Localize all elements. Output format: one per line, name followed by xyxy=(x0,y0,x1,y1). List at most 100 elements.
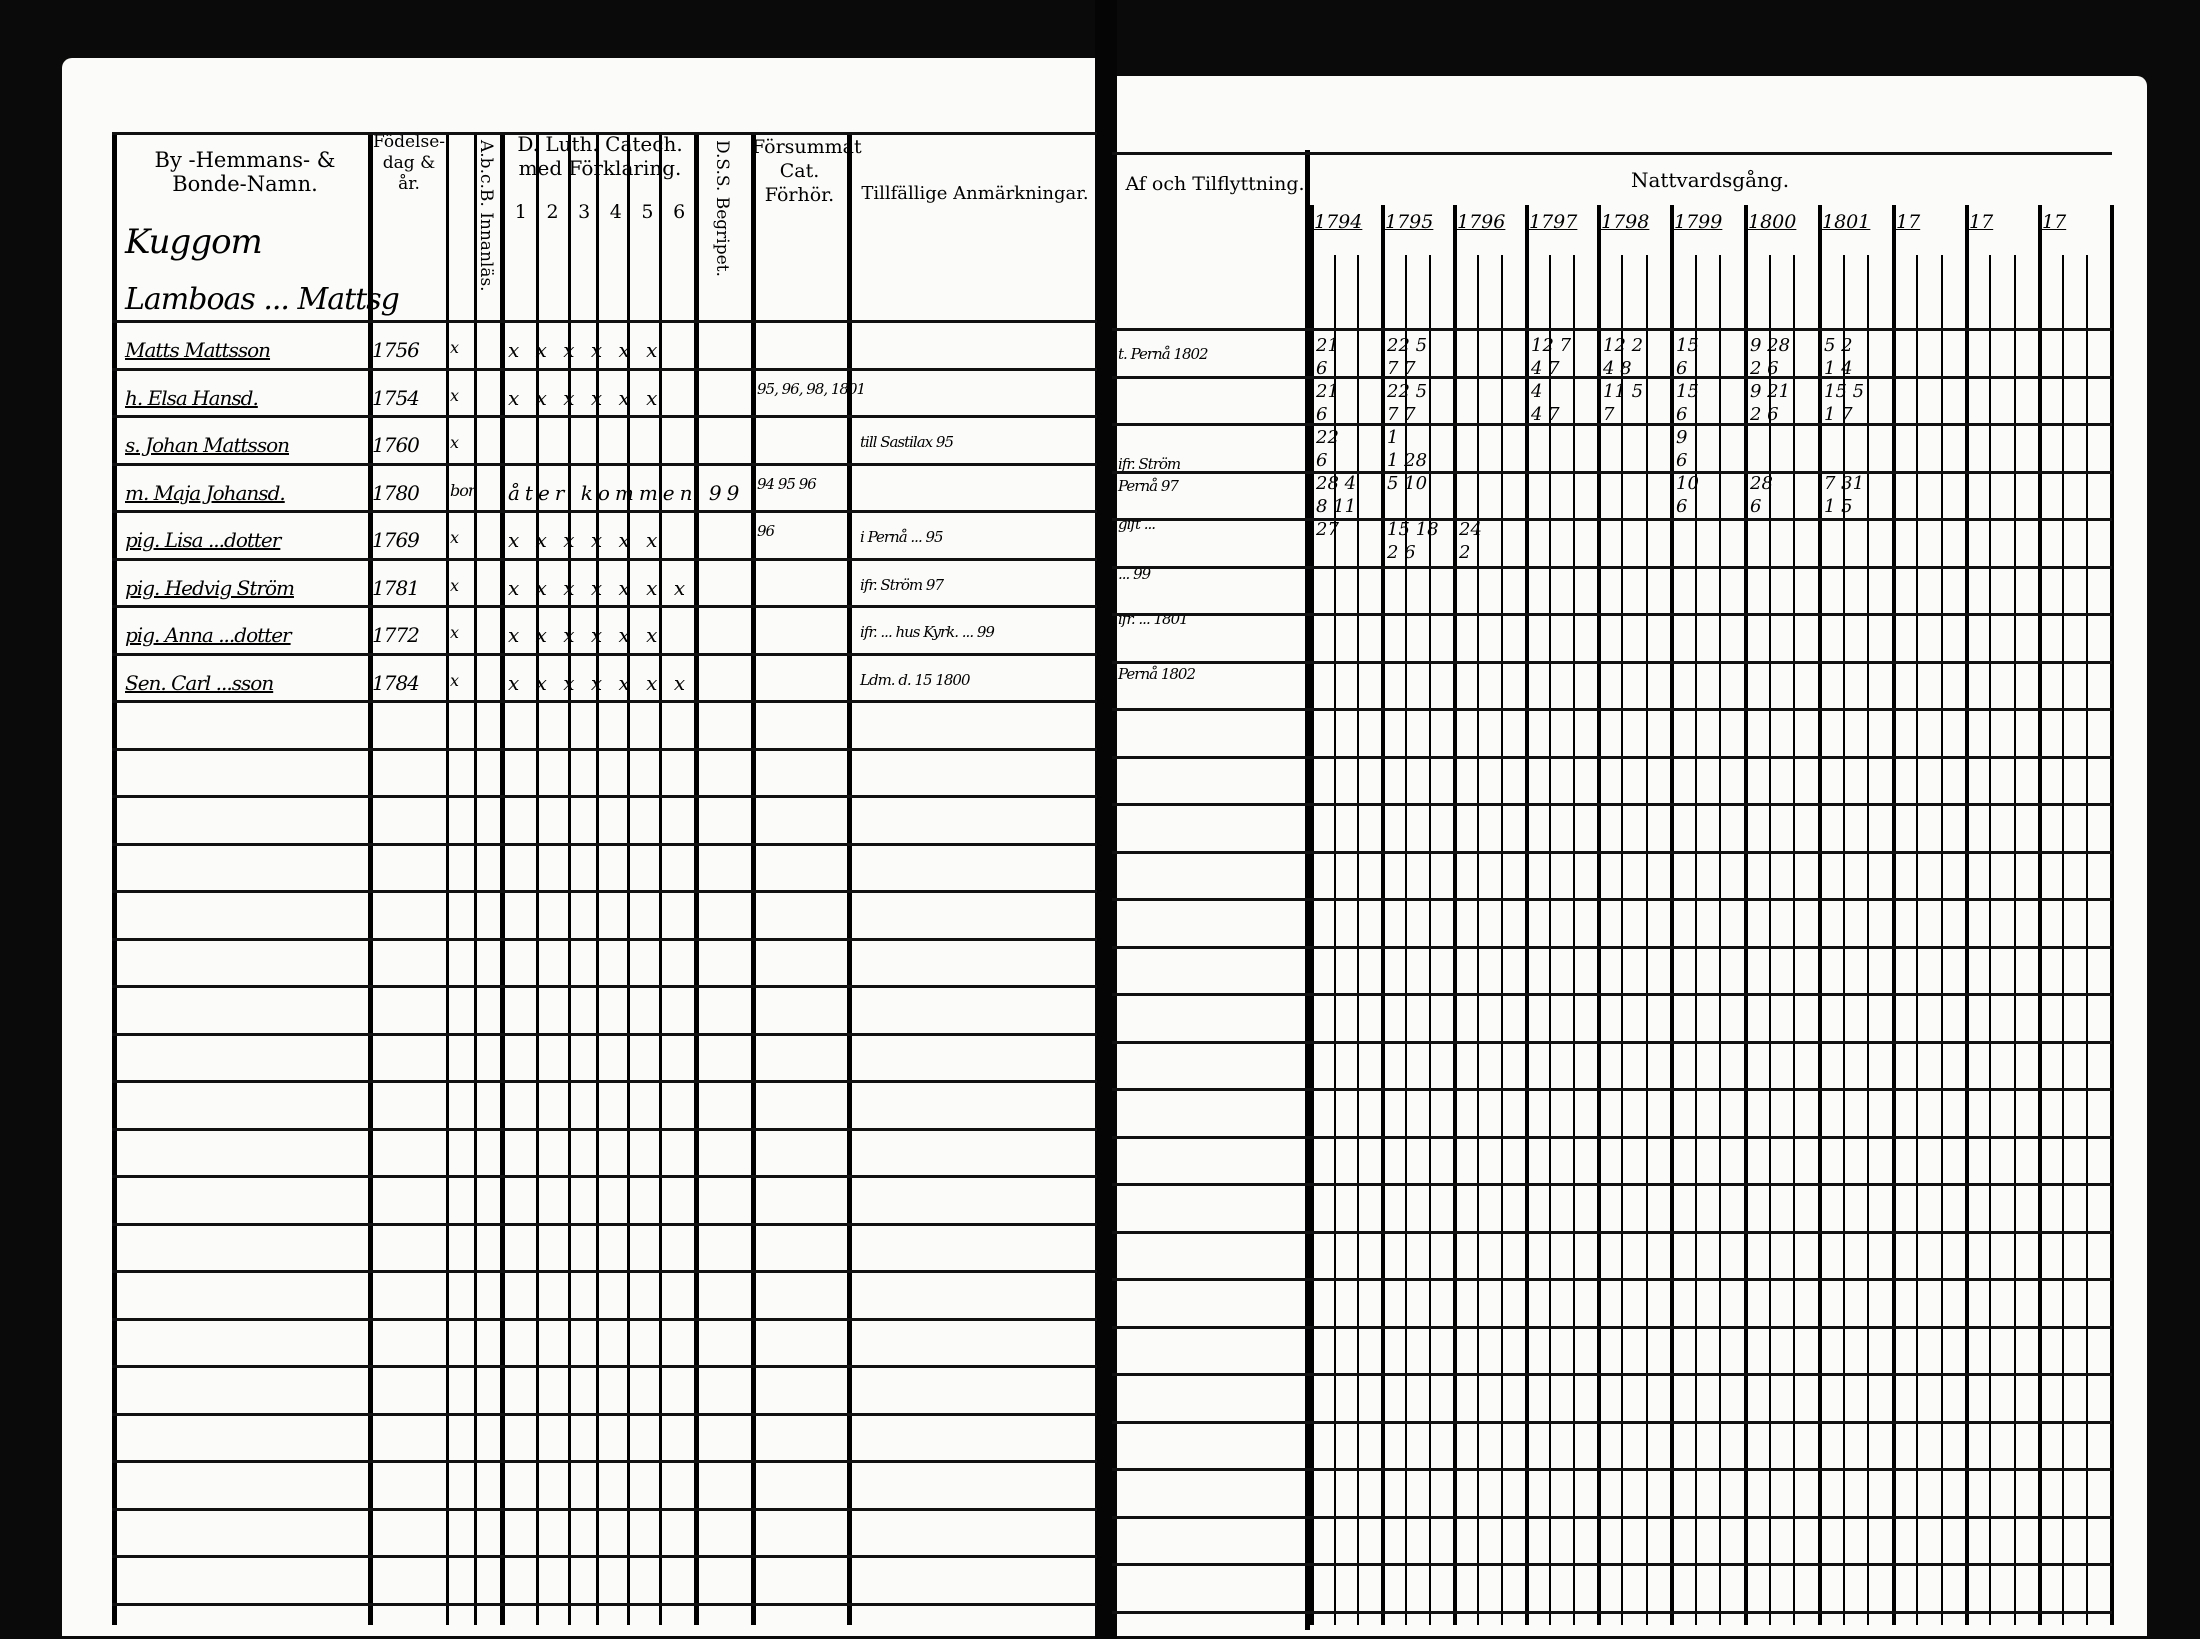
catechism-parts: 1 2 3 4 5 6 xyxy=(505,200,695,224)
horizontal-rule xyxy=(1112,1420,2112,1424)
vertical-rule xyxy=(1916,255,1919,1625)
year-header: 17 xyxy=(1896,211,1921,233)
vertical-rule xyxy=(1965,205,1969,1625)
communion-mark: 2 6 xyxy=(1750,404,1779,425)
horizontal-rule xyxy=(1112,1468,2112,1471)
horizontal-rule xyxy=(1112,565,2112,569)
communion-mark: 8 11 xyxy=(1316,496,1357,517)
horizontal-rule xyxy=(112,1317,1097,1321)
vertical-rule xyxy=(500,135,505,1625)
header-abc: A.b.c.B. Innanläs. xyxy=(476,140,496,292)
vertical-rule xyxy=(1867,255,1870,1625)
vertical-rule xyxy=(1501,255,1503,1625)
vertical-rule xyxy=(1818,205,1822,1625)
year-header: 1801 xyxy=(1822,211,1871,233)
horizontal-rule xyxy=(1112,1563,2112,1566)
entry-born: 1780 xyxy=(372,480,420,505)
entry-born: 1769 xyxy=(372,528,420,552)
horizontal-rule xyxy=(112,1555,1097,1558)
communion-mark: 2 6 xyxy=(1387,542,1416,563)
horizontal-rule xyxy=(112,1270,1097,1273)
vertical-rule xyxy=(1597,205,1601,1625)
part-1: 1 xyxy=(514,201,527,223)
entry-born: 1760 xyxy=(372,433,420,457)
entry-catechism: åter kommen 99 xyxy=(508,480,745,505)
communion-mark: 4 7 xyxy=(1531,404,1560,425)
vertical-rule xyxy=(474,135,477,1625)
year-header: 1800 xyxy=(1748,211,1797,233)
vertical-rule xyxy=(1333,255,1336,1625)
year-header: 1797 xyxy=(1529,211,1578,233)
header-birth: Födelse- dag & år. xyxy=(372,132,445,194)
horizontal-rule xyxy=(1112,423,2112,426)
communion-mark: 28 4 xyxy=(1316,473,1357,494)
vertical-rule xyxy=(2086,255,2088,1625)
entry-missed: 95, 96, 98, 1801 xyxy=(757,379,866,398)
communion-mark: 4 xyxy=(1531,381,1543,402)
vertical-rule xyxy=(1694,255,1697,1625)
horizontal-rule xyxy=(112,462,1097,466)
communion-mark: 5 2 xyxy=(1824,335,1853,356)
horizontal-rule xyxy=(112,1222,1097,1226)
entry-name: Sen. Carl ...sson xyxy=(125,670,274,695)
vertical-rule xyxy=(1429,255,1431,1625)
vertical-rule xyxy=(1525,205,1529,1625)
entry-catechism: x x x x x x xyxy=(508,528,663,552)
vertical-rule xyxy=(596,135,599,1625)
vertical-rule xyxy=(751,135,756,1625)
vertical-rule xyxy=(1621,255,1624,1625)
entry-abc: x xyxy=(450,338,459,357)
vertical-rule xyxy=(2038,205,2042,1625)
entry-name: m. Maja Johansd. xyxy=(125,480,286,505)
communion-mark: 6 xyxy=(1676,404,1688,425)
communion-mark: 15 xyxy=(1676,381,1699,402)
vertical-rule xyxy=(368,135,373,1625)
entry-remark: ifr. Ström 97 xyxy=(860,575,944,594)
vertical-rule xyxy=(2062,255,2064,1625)
year-header: 17 xyxy=(2042,211,2067,233)
entry-remark: i Pernå ... 95 xyxy=(860,528,944,546)
entry-name: Matts Mattsson xyxy=(125,338,271,362)
horizontal-rule xyxy=(1112,1325,2112,1329)
header-communion: Nattvardsgång. xyxy=(1630,168,1790,192)
horizontal-rule xyxy=(112,1365,1097,1368)
entry-abc: bor xyxy=(450,480,476,500)
header-remarks: Tillfällige Anmärkningar. xyxy=(861,183,1089,204)
year-header: 1798 xyxy=(1601,211,1650,233)
vertical-rule xyxy=(1381,205,1385,1625)
horizontal-rule xyxy=(1112,850,2112,854)
vertical-rule xyxy=(2013,255,2016,1625)
year-header: 1795 xyxy=(1385,211,1434,233)
vertical-rule xyxy=(1719,255,1722,1625)
header-name: By -Hemmans- & Bonde-Namn. xyxy=(154,148,336,196)
part-2: 2 xyxy=(546,201,559,223)
communion-mark: 6 xyxy=(1316,450,1328,471)
vertical-rule xyxy=(536,135,539,1625)
communion-mark: 7 7 xyxy=(1387,404,1416,425)
horizontal-rule xyxy=(112,510,1097,513)
entry-catechism: x x x x x x xyxy=(508,338,663,362)
horizontal-rule xyxy=(1112,1040,2112,1044)
entry-remark: Ldm. d. 15 1800 xyxy=(860,670,970,689)
moving-entry: Pernå 1802 xyxy=(1118,665,1196,683)
vertical-rule xyxy=(847,135,852,1625)
horizontal-rule xyxy=(112,1602,1097,1606)
header-dss: D.S.S. Begripet. xyxy=(712,140,732,277)
moving-entry: t. Pernå 1802 xyxy=(1118,345,1209,363)
entry-abc: x xyxy=(450,528,459,547)
communion-mark: 1 28 xyxy=(1387,450,1428,471)
book-binding xyxy=(1095,0,1117,1639)
communion-mark: 27 xyxy=(1316,519,1339,540)
horizontal-rule xyxy=(112,842,1097,846)
horizontal-rule xyxy=(112,557,1097,561)
horizontal-rule xyxy=(112,1460,1097,1463)
vertical-rule xyxy=(1892,205,1896,1625)
vertical-rule xyxy=(1549,255,1551,1625)
entry-born: 1781 xyxy=(372,575,420,600)
year-header: 1794 xyxy=(1314,211,1363,233)
horizontal-rule xyxy=(1112,375,2112,379)
vertical-rule xyxy=(1357,255,1360,1625)
vertical-rule xyxy=(1405,255,1407,1625)
communion-mark: 7 7 xyxy=(1387,358,1416,379)
communion-mark: 6 xyxy=(1316,358,1328,379)
